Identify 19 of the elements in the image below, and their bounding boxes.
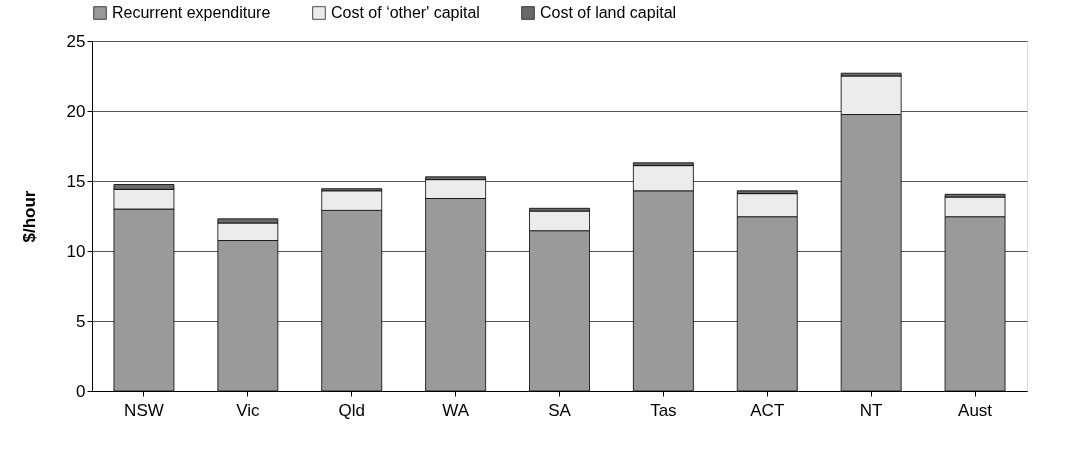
x-tick-label: WA: [442, 400, 470, 420]
x-tick-label: Tas: [650, 400, 677, 420]
x-tick-label: ACT: [750, 400, 785, 420]
y-tick-label: 20: [66, 101, 86, 121]
x-tick-label: SA: [548, 400, 572, 420]
x-tick-label: Aust: [958, 400, 993, 420]
x-tick-label: NT: [859, 400, 883, 420]
y-tick-label: 15: [66, 171, 86, 191]
y-tick-label: 10: [66, 241, 86, 261]
x-tick-label: Vic: [236, 400, 260, 420]
x-tick-label: Qld: [338, 400, 365, 420]
y-axis-title: $/hour: [19, 190, 39, 243]
legend-label: Recurrent expenditure: [112, 4, 271, 21]
y-tick-label: 5: [76, 311, 86, 331]
legend-label: Cost of land capital: [540, 4, 677, 21]
x-tick-label: NSW: [124, 400, 164, 420]
y-tick-label: 0: [76, 381, 86, 401]
y-tick-label: 25: [66, 31, 86, 51]
legend-label: Cost of ‘other' capital: [331, 4, 480, 21]
